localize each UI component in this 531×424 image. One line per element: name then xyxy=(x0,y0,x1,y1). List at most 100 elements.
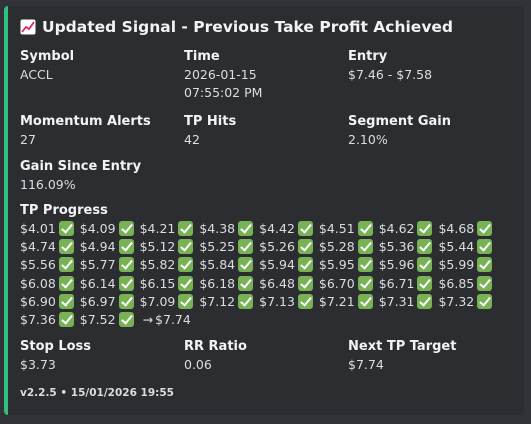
tp-hit-item: $5.95 xyxy=(318,257,373,273)
tp-hit-item: $4.62 xyxy=(379,221,433,236)
tp-hit-item: $6.90 xyxy=(20,293,74,309)
check-mark-icon xyxy=(417,257,433,273)
tp-hit-price: $4.21 xyxy=(139,221,176,236)
check-mark-icon xyxy=(238,221,254,236)
tp-hit-price: $5.56 xyxy=(20,257,56,273)
check-mark-icon xyxy=(118,293,134,309)
tp-hit-price: $5.36 xyxy=(378,239,415,255)
check-mark-icon xyxy=(178,221,194,236)
check-mark-icon xyxy=(357,257,373,273)
tp-hit-price: $4.68 xyxy=(438,221,475,236)
tp-hit-price: $4.38 xyxy=(199,221,236,236)
check-mark-icon xyxy=(417,221,433,236)
tp-hit-item: $4.68 xyxy=(438,221,493,236)
check-mark-icon xyxy=(297,257,313,273)
tp-hit-item: $4.51 xyxy=(319,221,373,236)
tp-hit-price: $6.97 xyxy=(79,293,116,309)
tp-hit-item: $5.44 xyxy=(438,239,493,255)
tp-hit-item: $7.52 xyxy=(79,312,134,328)
tp-hit-price: $4.01 xyxy=(20,221,56,236)
tp-hit-item: $5.94 xyxy=(259,257,313,273)
tp-hit-item: $7.31 xyxy=(378,293,433,309)
check-mark-icon xyxy=(477,293,493,309)
check-mark-icon xyxy=(238,275,254,291)
check-mark-icon xyxy=(58,221,74,236)
check-mark-icon xyxy=(58,312,74,328)
tp-hit-price: $4.62 xyxy=(378,221,415,236)
check-mark-icon xyxy=(238,239,254,255)
chart-increasing-icon xyxy=(20,19,36,35)
tp-hit-item: $6.70 xyxy=(319,275,373,291)
field-segment-gain: Segment Gain 2.10% xyxy=(348,114,451,147)
tp-hit-price: $7.21 xyxy=(318,293,355,309)
tp-hit-item: $6.08 xyxy=(20,275,74,291)
tp-hit-item: $5.84 xyxy=(199,257,254,273)
field-gain-since-entry: Gain Since Entry 116.09% xyxy=(20,159,142,192)
tp-hit-price: $6.15 xyxy=(139,275,176,291)
arrow-right-icon: → xyxy=(142,312,154,328)
tp-hit-price: $5.25 xyxy=(199,239,236,255)
tp-hit-price: $6.85 xyxy=(438,275,475,291)
check-mark-icon xyxy=(118,275,134,291)
check-mark-icon xyxy=(477,275,493,291)
tp-hit-item: $5.82 xyxy=(139,257,194,273)
tp-hit-price: $4.09 xyxy=(79,221,116,236)
tp-hit-item: $5.96 xyxy=(378,257,433,273)
check-mark-icon xyxy=(357,221,373,236)
check-mark-icon xyxy=(178,275,194,291)
tp-hit-item: $4.42 xyxy=(259,221,313,236)
field-tp-progress: TP Progress $4.01 $4.09 $4.21 $4.38 $4.4… xyxy=(20,202,512,329)
check-mark-icon xyxy=(58,293,74,309)
tp-hit-price: $5.77 xyxy=(79,257,116,273)
tp-hit-item: $6.48 xyxy=(259,275,313,291)
tp-hit-price: $7.13 xyxy=(259,293,295,309)
check-mark-icon xyxy=(58,257,74,273)
tp-hit-price: $4.42 xyxy=(259,221,295,236)
field-tp-hits: TP Hits 42 xyxy=(184,114,237,147)
tp-hit-item: $5.25 xyxy=(199,239,254,255)
tp-hit-item: $7.13 xyxy=(259,293,313,309)
tp-hit-item: $4.09 xyxy=(80,221,134,236)
tp-hit-price: $4.51 xyxy=(318,221,355,236)
tp-hit-item: $5.26 xyxy=(259,239,313,255)
field-stop-loss: Stop Loss $3.73 xyxy=(20,339,92,373)
tp-hit-price: $5.26 xyxy=(259,239,295,255)
tp-hit-item: $5.77 xyxy=(79,257,134,273)
check-mark-icon xyxy=(238,293,254,309)
check-mark-icon xyxy=(477,257,493,273)
check-mark-icon xyxy=(417,293,433,309)
tp-hit-item: $7.32 xyxy=(438,293,493,309)
check-mark-icon xyxy=(178,257,194,273)
tp-hit-price: $6.90 xyxy=(20,293,56,309)
check-mark-icon xyxy=(238,257,254,273)
check-mark-icon xyxy=(417,239,433,255)
tp-hit-price: $4.74 xyxy=(20,239,56,255)
tp-hit-price: $7.52 xyxy=(79,312,116,328)
check-mark-icon xyxy=(297,275,313,291)
tp-hit-item: $6.14 xyxy=(79,275,134,291)
tp-hit-price: $5.95 xyxy=(318,257,355,273)
tp-hit-price: $5.82 xyxy=(139,257,176,273)
fields-row-1: Symbol ACCL Time 2026-01-15 07:55:02 PM … xyxy=(20,48,512,102)
tp-hit-item: $4.38 xyxy=(199,221,254,236)
tp-hit-price: $7.31 xyxy=(378,293,415,309)
tp-hit-item: $5.36 xyxy=(378,239,433,255)
embed-title: Updated Signal - Previous Take Profit Ac… xyxy=(20,16,512,38)
check-mark-icon xyxy=(58,275,74,291)
check-mark-icon xyxy=(357,293,373,309)
check-mark-icon xyxy=(118,312,134,328)
tp-hit-price: $7.12 xyxy=(199,293,236,309)
check-mark-icon xyxy=(357,275,373,291)
field-time: Time 2026-01-15 07:55:02 PM xyxy=(184,49,263,100)
tp-hit-item: $7.36 xyxy=(20,312,74,328)
tp-hit-item: $5.28 xyxy=(318,239,373,255)
check-mark-icon xyxy=(58,239,74,255)
field-entry: Entry $7.46 - $7.58 xyxy=(348,49,433,82)
tp-hit-price: $6.14 xyxy=(79,275,116,291)
tp-hit-price: $5.28 xyxy=(318,239,355,255)
tp-next-price: $7.74 xyxy=(155,312,191,328)
tp-hit-price: $5.96 xyxy=(378,257,415,273)
tp-hit-item: $5.56 xyxy=(20,257,74,273)
check-mark-icon xyxy=(297,239,313,255)
tp-hit-price: $5.12 xyxy=(139,239,176,255)
